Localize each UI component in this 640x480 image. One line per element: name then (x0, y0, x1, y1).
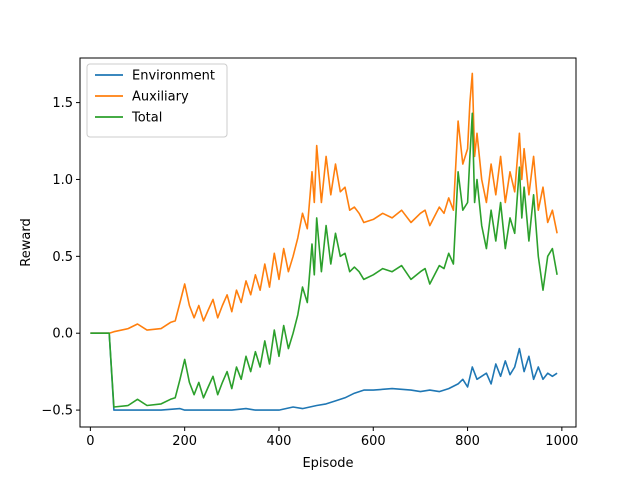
series-line-auxiliary (90, 72, 558, 334)
series-line-environment (90, 332, 558, 411)
x-tick-label: 200 (172, 434, 197, 449)
legend-label-total: Total (131, 111, 162, 126)
x-axis: 0 200 400 600 800 1000 (86, 427, 578, 449)
x-tick-label: 1000 (545, 434, 578, 449)
plot-lines (90, 72, 558, 411)
series-line-total (90, 112, 558, 408)
y-tick-label: 0.0 (52, 327, 73, 342)
x-tick-label: 0 (86, 434, 94, 449)
y-tick-label: 1.5 (52, 96, 73, 111)
x-tick-label: 600 (361, 434, 386, 449)
legend-box (86, 63, 228, 138)
x-axis-label: Episode (302, 456, 353, 471)
y-tick-label: 0.5 (52, 250, 73, 265)
x-tick-label: 800 (455, 434, 480, 449)
y-tick-label: −0.5 (41, 404, 73, 419)
y-axis: −0.5 0.0 0.5 1.0 1.5 (41, 96, 80, 419)
plot-frame (79, 57, 577, 428)
y-tick-label: 1.0 (52, 173, 73, 188)
y-axis-label: Reward (19, 218, 34, 266)
legend-label-environment: Environment (132, 69, 215, 84)
legend: Environment Auxiliary Total (86, 63, 228, 138)
legend-label-auxiliary: Auxiliary (132, 90, 189, 105)
x-tick-label: 400 (267, 434, 292, 449)
